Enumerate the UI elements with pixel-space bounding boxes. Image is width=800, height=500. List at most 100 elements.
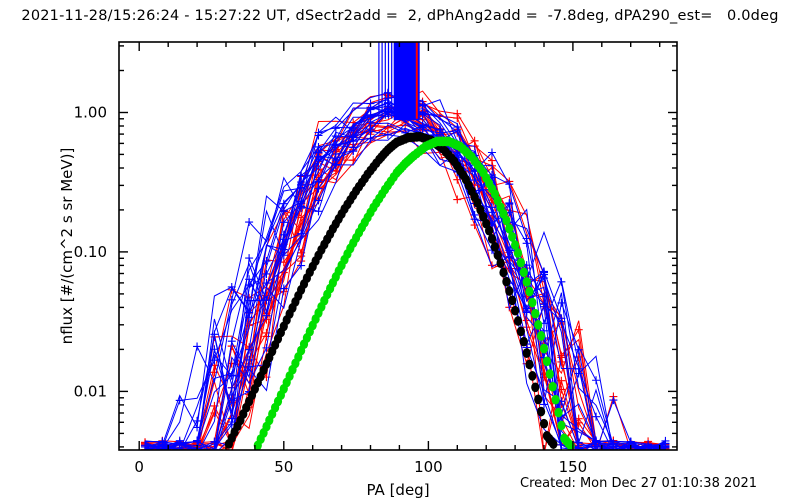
model-dot xyxy=(531,308,540,319)
data-point-marker xyxy=(560,447,562,450)
data-point-marker xyxy=(366,134,375,143)
data-point-marker xyxy=(297,184,306,193)
data-point-marker xyxy=(193,423,202,432)
data-point-marker xyxy=(522,234,531,243)
data-point-marker xyxy=(487,148,496,157)
data-point-marker xyxy=(314,148,323,157)
y-tick-label: 0.01 xyxy=(74,382,107,400)
model-dot xyxy=(537,331,546,341)
data-point-marker xyxy=(557,376,566,385)
data-point-marker xyxy=(630,449,632,450)
model-dot xyxy=(516,257,526,268)
data-point-marker xyxy=(210,408,219,417)
data-point-marker xyxy=(540,300,549,309)
y-axis-label: nflux [#/(cm^2 s sr MeV)] xyxy=(58,148,76,345)
data-point-marker xyxy=(227,337,236,346)
data-point-marker xyxy=(592,438,601,447)
data-point-marker xyxy=(176,450,184,458)
model-dot xyxy=(508,295,517,306)
data-point-marker xyxy=(557,357,566,366)
series-model-green-dashed xyxy=(253,136,575,450)
data-point-marker xyxy=(540,451,548,459)
model-dot xyxy=(548,381,557,392)
data-point-marker xyxy=(279,235,288,244)
model-dot xyxy=(539,343,549,354)
model-dot xyxy=(534,394,543,405)
data-point-marker xyxy=(592,376,601,385)
data-point-marker xyxy=(193,342,202,351)
model-dot xyxy=(554,407,563,418)
data-point-marker xyxy=(418,123,427,132)
data-point-marker xyxy=(543,449,545,450)
data-point-marker xyxy=(314,177,323,186)
model-dot xyxy=(522,348,531,358)
data-point-marker xyxy=(418,110,427,119)
data-point-marker xyxy=(595,449,597,450)
model-dot xyxy=(502,276,511,287)
data-point-marker xyxy=(193,451,201,459)
data-point-marker xyxy=(664,449,666,450)
plot-frame xyxy=(118,41,678,451)
data-point-marker xyxy=(314,207,323,216)
data-point-marker xyxy=(366,125,375,134)
data-point-marker xyxy=(609,451,617,459)
data-point-marker xyxy=(592,445,601,450)
data-point-marker xyxy=(176,450,184,458)
data-point-marker xyxy=(612,447,614,450)
data-point-marker xyxy=(297,204,306,213)
data-point-marker xyxy=(349,146,358,155)
data-point-marker xyxy=(574,446,583,450)
data-point-marker xyxy=(453,114,462,123)
data-point-marker xyxy=(647,449,649,450)
data-point-marker xyxy=(557,317,566,326)
model-dot xyxy=(519,336,528,347)
data-point-marker xyxy=(627,450,635,458)
data-point-marker xyxy=(557,385,566,394)
overflow-band-blue xyxy=(393,42,420,121)
data-point-marker xyxy=(297,261,306,270)
data-point-marker xyxy=(644,451,652,459)
data-point-marker xyxy=(279,207,288,216)
data-point-marker xyxy=(592,412,601,421)
data-point-marker xyxy=(331,124,340,133)
data-point-marker xyxy=(245,313,254,322)
data-point-marker xyxy=(487,156,496,165)
data-point-marker xyxy=(609,450,617,458)
data-point-marker xyxy=(314,196,323,205)
data-point-marker xyxy=(331,160,340,169)
model-dot xyxy=(531,382,540,393)
model-dot xyxy=(549,439,558,449)
page-title: 2021-11-28/15:26:24 - 15:27:22 UT, dSect… xyxy=(21,8,779,24)
data-point-marker xyxy=(210,330,219,339)
model-dot xyxy=(487,233,497,244)
data-point-marker xyxy=(366,118,375,127)
data-point-marker xyxy=(314,184,323,193)
data-point-marker xyxy=(612,449,614,450)
model-dot xyxy=(534,319,543,330)
data-point-marker xyxy=(279,218,288,227)
model-dot xyxy=(528,371,537,381)
model-dot xyxy=(493,250,502,260)
model-dot xyxy=(508,231,517,242)
data-point-marker xyxy=(470,176,479,185)
model-dot xyxy=(513,248,523,258)
model-dot xyxy=(510,240,520,250)
data-point-marker xyxy=(612,449,614,450)
model-dot xyxy=(490,242,499,252)
model-dot xyxy=(522,277,531,287)
data-point-marker xyxy=(505,253,514,262)
axis-labels-layer: 0 50 100 150 1.00 0.10 0.01 PA [deg] nflux [#/(c… xyxy=(58,104,587,500)
x-tick-label: 0 xyxy=(134,458,144,476)
data-point-marker xyxy=(227,390,236,399)
model-dot xyxy=(510,305,520,316)
created-timestamp: Created: Mon Dec 27 01:10:38 2021 xyxy=(520,476,758,491)
x-tick-label: 100 xyxy=(414,458,443,476)
data-point-marker xyxy=(664,449,666,450)
model-dot xyxy=(513,316,523,326)
model-dot xyxy=(505,223,514,234)
data-point-marker xyxy=(193,436,202,445)
data-point-marker xyxy=(227,418,236,427)
data-point-marker xyxy=(262,343,271,352)
x-tick-label: 150 xyxy=(559,458,588,476)
